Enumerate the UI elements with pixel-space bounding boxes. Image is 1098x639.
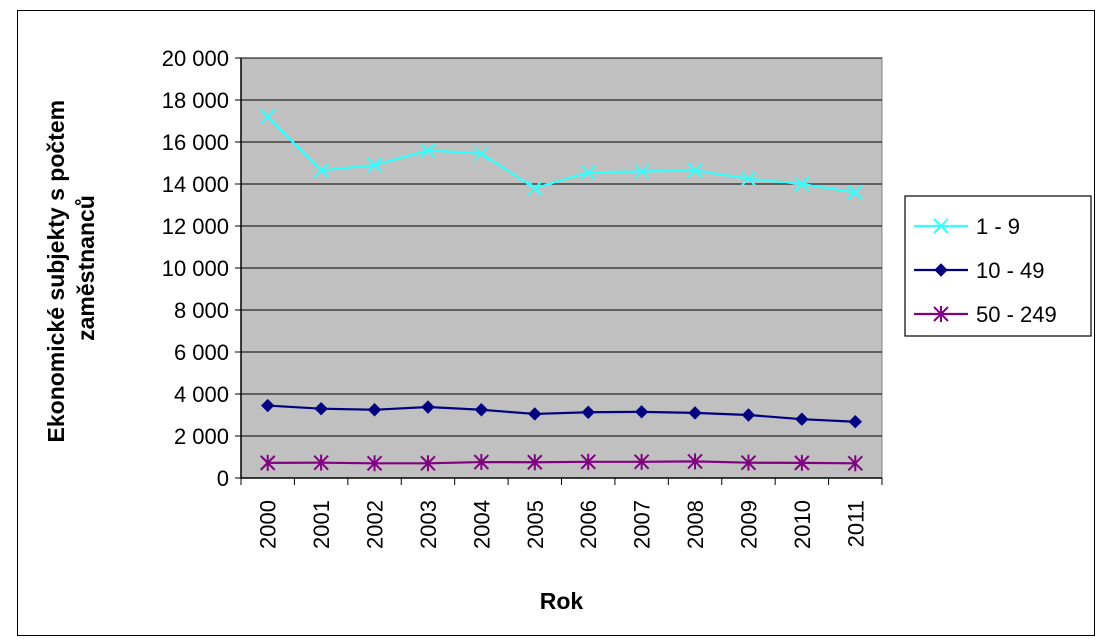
gridlines: [241, 57, 882, 437]
diamond-marker: [934, 263, 948, 277]
legend-label: 1 - 9: [976, 214, 1020, 239]
asterisk-marker: [473, 454, 490, 471]
legend: 1 - 9 10 - 49 50 - 249: [904, 195, 1092, 337]
series-group: [260, 109, 863, 472]
y-tick-label: 18 000: [162, 88, 229, 113]
asterisk-marker: [794, 454, 810, 471]
asterisk-marker: [740, 454, 757, 471]
diamond-marker: [261, 398, 275, 413]
x-tick-label: 2008: [683, 500, 708, 549]
x-tick-label: 2005: [523, 500, 548, 549]
diamond-marker: [528, 407, 542, 421]
asterisk-marker: [933, 306, 949, 322]
legend-item: 10 - 49: [914, 258, 1045, 283]
x-tick-label: 2002: [363, 500, 388, 549]
asterisk-marker: [633, 453, 650, 470]
y-tick-label: 6 000: [174, 340, 229, 365]
diamond-marker: [474, 403, 489, 417]
asterisk-marker: [313, 454, 329, 471]
x-tick-label: 2009: [736, 500, 761, 549]
series-line: [267, 460, 856, 465]
x-tick-label: 2007: [630, 500, 655, 549]
x-marker: [527, 180, 543, 196]
y-tick-label: 10 000: [162, 256, 229, 281]
asterisk-marker: [366, 455, 383, 472]
legend-box: [904, 195, 1092, 337]
diamond-marker: [795, 412, 809, 426]
series: [260, 453, 863, 472]
x-marker: [580, 164, 596, 181]
x-tick-label: 2000: [256, 500, 281, 549]
y-tick-label: 14 000: [162, 172, 229, 197]
legend-item: 1 - 9: [914, 214, 1020, 239]
series: [261, 398, 862, 429]
x-tick-labels: 2000 2001 2002 2003 2004 2005 2006 2007 2008 2009…: [256, 500, 869, 549]
y-tick-label: 0: [217, 466, 229, 491]
y-tick-label: 4 000: [174, 382, 229, 407]
diamond-marker: [688, 406, 702, 420]
y-tick-labels: 0 2 000 4 000 6 000 8 000 10 000 12 000 14 000 1…: [162, 46, 229, 491]
y-tick-label: 12 000: [162, 214, 229, 239]
legend-item: 50 - 249: [914, 302, 1057, 327]
diamond-marker: [421, 400, 435, 414]
asterisk-marker: [420, 455, 436, 472]
x-axis-title: Rok: [540, 588, 584, 614]
diamond-marker: [314, 401, 328, 416]
x-tick-label: 2003: [416, 500, 441, 549]
x-marker: [794, 176, 810, 192]
x-marker: [633, 163, 650, 180]
y-axis-title: Ekonomické subjekty s počtem zaměstnanců: [43, 94, 99, 443]
asterisk-marker: [847, 455, 863, 472]
diamond-marker: [848, 415, 862, 429]
y-tick-label: 8 000: [174, 298, 229, 323]
x-tick-label: 2010: [790, 500, 815, 549]
series: [260, 109, 863, 201]
x-marker: [366, 157, 383, 173]
diamond-marker: [741, 408, 756, 422]
x-tick-label: 2001: [309, 500, 334, 549]
diamond-marker: [634, 405, 649, 419]
x-marker: [260, 109, 276, 125]
axes: [235, 57, 883, 485]
y-tick-label: 2 000: [174, 424, 229, 449]
y-axis-title-line-1: Ekonomické subjekty s počtem: [43, 100, 69, 443]
y-tick-label: 20 000: [162, 46, 229, 71]
x-marker: [313, 162, 329, 179]
y-tick-label: 16 000: [162, 130, 229, 155]
x-tick-label: 2004: [469, 500, 494, 549]
asterisk-marker: [260, 454, 276, 471]
x-marker: [933, 218, 949, 234]
x-marker: [847, 184, 863, 201]
x-tick-label: 2011: [843, 500, 868, 547]
y-axis-title-line-2: zaměstnanců: [73, 195, 99, 341]
series-line: [267, 404, 856, 423]
x-marker: [740, 171, 757, 187]
diamond-marker: [581, 405, 595, 419]
x-tick-label: 2006: [576, 500, 601, 549]
asterisk-marker: [687, 453, 703, 470]
legend-label: 10 - 49: [976, 258, 1045, 283]
asterisk-marker: [580, 453, 596, 470]
x-marker: [473, 145, 490, 162]
legend-label: 50 - 249: [976, 302, 1057, 327]
asterisk-marker: [527, 454, 543, 471]
x-marker: [420, 142, 436, 159]
series-line: [266, 116, 856, 194]
diamond-marker: [367, 403, 382, 417]
x-marker: [687, 162, 703, 179]
